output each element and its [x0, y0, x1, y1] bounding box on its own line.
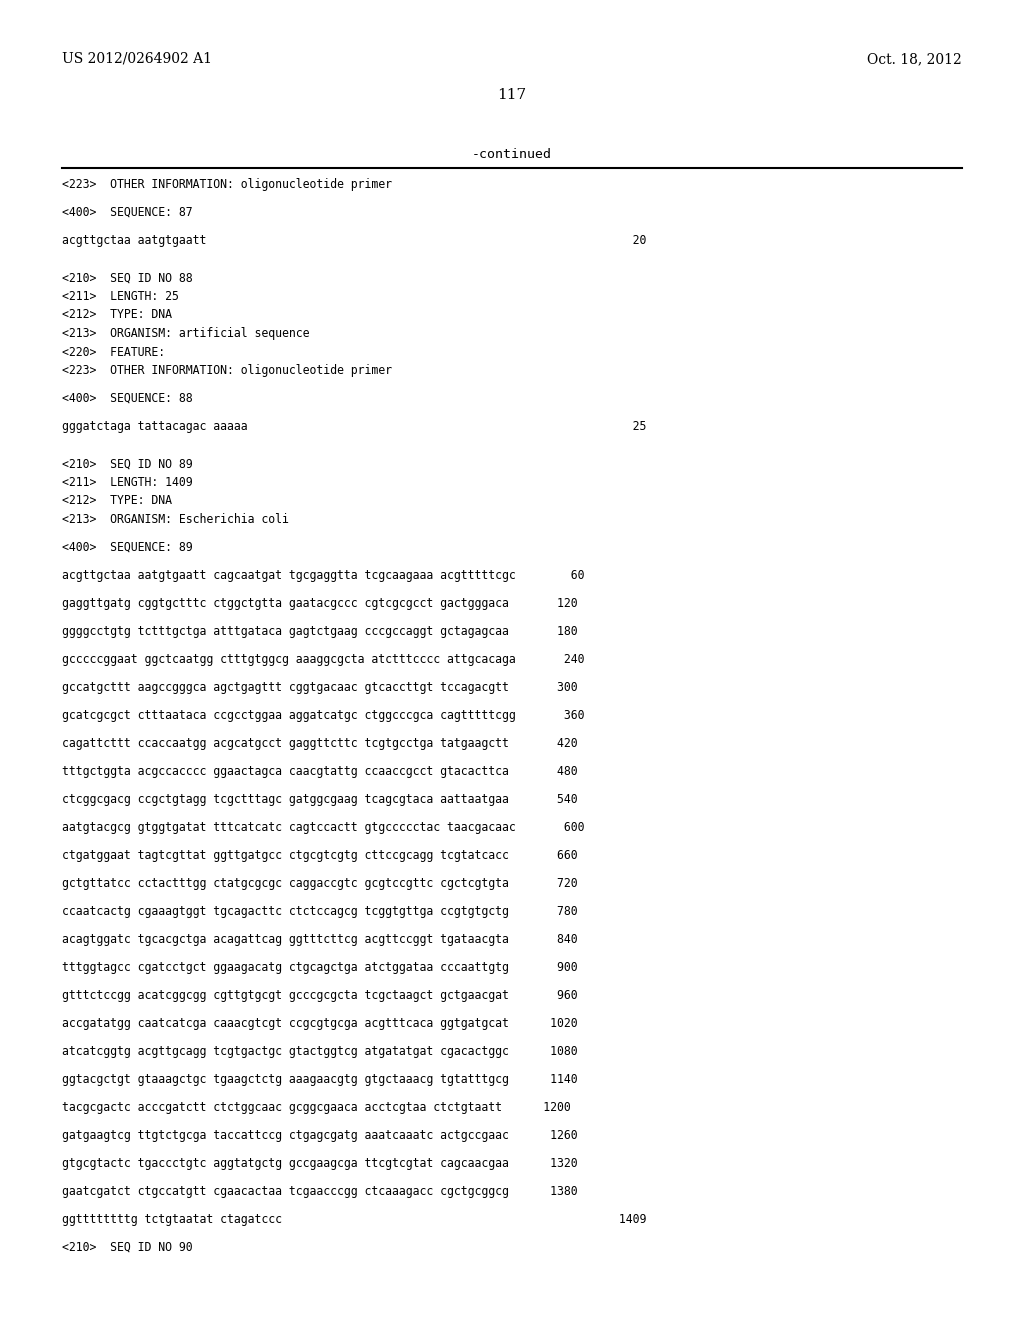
Text: tttgctggta acgccacccc ggaactagca caacgtattg ccaaccgcct gtacacttca       480: tttgctggta acgccacccc ggaactagca caacgta… [62, 766, 578, 777]
Text: ccaatcactg cgaaagtggt tgcagacttc ctctccagcg tcggtgttga ccgtgtgctg       780: ccaatcactg cgaaagtggt tgcagacttc ctctcca… [62, 906, 578, 917]
Text: <220>  FEATURE:: <220> FEATURE: [62, 346, 165, 359]
Text: gaatcgatct ctgccatgtt cgaacactaa tcgaacccgg ctcaaagacc cgctgcggcg      1380: gaatcgatct ctgccatgtt cgaacactaa tcgaacc… [62, 1185, 578, 1199]
Text: aatgtacgcg gtggtgatat tttcatcatc cagtccactt gtgccccctac taacgacaac       600: aatgtacgcg gtggtgatat tttcatcatc cagtcca… [62, 821, 585, 834]
Text: <212>  TYPE: DNA: <212> TYPE: DNA [62, 309, 172, 322]
Text: <213>  ORGANISM: artificial sequence: <213> ORGANISM: artificial sequence [62, 327, 309, 341]
Text: gtgcgtactc tgaccctgtc aggtatgctg gccgaagcga ttcgtcgtat cagcaacgaa      1320: gtgcgtactc tgaccctgtc aggtatgctg gccgaag… [62, 1158, 578, 1170]
Text: gctgttatcc cctactttgg ctatgcgcgc caggaccgtc gcgtccgttc cgctcgtgta       720: gctgttatcc cctactttgg ctatgcgcgc caggacc… [62, 876, 578, 890]
Text: <211>  LENGTH: 1409: <211> LENGTH: 1409 [62, 477, 193, 488]
Text: <223>  OTHER INFORMATION: oligonucleotide primer: <223> OTHER INFORMATION: oligonucleotide… [62, 178, 392, 191]
Text: acagtggatc tgcacgctga acagattcag ggtttcttcg acgttccggt tgataacgta       840: acagtggatc tgcacgctga acagattcag ggtttct… [62, 933, 578, 946]
Text: tttggtagcc cgatcctgct ggaagacatg ctgcagctga atctggataa cccaattgtg       900: tttggtagcc cgatcctgct ggaagacatg ctgcagc… [62, 961, 578, 974]
Text: gcccccggaat ggctcaatgg ctttgtggcg aaaggcgcta atctttcccc attgcacaga       240: gcccccggaat ggctcaatgg ctttgtggcg aaaggc… [62, 653, 585, 667]
Text: tacgcgactc acccgatctt ctctggcaac gcggcgaaca acctcgtaa ctctgtaatt      1200: tacgcgactc acccgatctt ctctggcaac gcggcga… [62, 1101, 570, 1114]
Text: gaggttgatg cggtgctttc ctggctgtta gaatacgccc cgtcgcgcct gactgggaca       120: gaggttgatg cggtgctttc ctggctgtta gaatacg… [62, 597, 578, 610]
Text: <400>  SEQUENCE: 88: <400> SEQUENCE: 88 [62, 392, 193, 405]
Text: <211>  LENGTH: 25: <211> LENGTH: 25 [62, 290, 179, 304]
Text: acgttgctaa aatgtgaatt                                                           : acgttgctaa aatgtgaatt [62, 234, 646, 247]
Text: gggatctaga tattacagac aaaaa                                                     : gggatctaga tattacagac aaaaa [62, 420, 646, 433]
Text: ggttttttttg tctgtaatat ctagatccc                                                : ggttttttttg tctgtaatat ctagatccc [62, 1213, 646, 1226]
Text: ggggcctgtg tctttgctga atttgataca gagtctgaag cccgccaggt gctagagcaa       180: ggggcctgtg tctttgctga atttgataca gagtctg… [62, 624, 578, 638]
Text: <210>  SEQ ID NO 90: <210> SEQ ID NO 90 [62, 1241, 193, 1254]
Text: <210>  SEQ ID NO 88: <210> SEQ ID NO 88 [62, 272, 193, 285]
Text: US 2012/0264902 A1: US 2012/0264902 A1 [62, 51, 212, 66]
Text: <210>  SEQ ID NO 89: <210> SEQ ID NO 89 [62, 458, 193, 470]
Text: accgatatgg caatcatcga caaacgtcgt ccgcgtgcga acgtttcaca ggtgatgcat      1020: accgatatgg caatcatcga caaacgtcgt ccgcgtg… [62, 1016, 578, 1030]
Text: Oct. 18, 2012: Oct. 18, 2012 [867, 51, 962, 66]
Text: gatgaagtcg ttgtctgcga taccattccg ctgagcgatg aaatcaaatc actgccgaac      1260: gatgaagtcg ttgtctgcga taccattccg ctgagcg… [62, 1129, 578, 1142]
Text: <212>  TYPE: DNA: <212> TYPE: DNA [62, 495, 172, 507]
Text: atcatcggtg acgttgcagg tcgtgactgc gtactggtcg atgatatgat cgacactggc      1080: atcatcggtg acgttgcagg tcgtgactgc gtactgg… [62, 1045, 578, 1059]
Text: 117: 117 [498, 88, 526, 102]
Text: acgttgctaa aatgtgaatt cagcaatgat tgcgaggtta tcgcaagaaa acgtttttcgc        60: acgttgctaa aatgtgaatt cagcaatgat tgcgagg… [62, 569, 585, 582]
Text: <400>  SEQUENCE: 87: <400> SEQUENCE: 87 [62, 206, 193, 219]
Text: gtttctccgg acatcggcgg cgttgtgcgt gcccgcgcta tcgctaagct gctgaacgat       960: gtttctccgg acatcggcgg cgttgtgcgt gcccgcg… [62, 989, 578, 1002]
Text: <400>  SEQUENCE: 89: <400> SEQUENCE: 89 [62, 541, 193, 554]
Text: <223>  OTHER INFORMATION: oligonucleotide primer: <223> OTHER INFORMATION: oligonucleotide… [62, 364, 392, 378]
Text: ctgatggaat tagtcgttat ggttgatgcc ctgcgtcgtg cttccgcagg tcgtatcacc       660: ctgatggaat tagtcgttat ggttgatgcc ctgcgtc… [62, 849, 578, 862]
Text: ctcggcgacg ccgctgtagg tcgctttagc gatggcgaag tcagcgtaca aattaatgaa       540: ctcggcgacg ccgctgtagg tcgctttagc gatggcg… [62, 793, 578, 807]
Text: <213>  ORGANISM: Escherichia coli: <213> ORGANISM: Escherichia coli [62, 513, 289, 525]
Text: gcatcgcgct ctttaataca ccgcctggaa aggatcatgc ctggcccgca cagtttttcgg       360: gcatcgcgct ctttaataca ccgcctggaa aggatca… [62, 709, 585, 722]
Text: cagattcttt ccaccaatgg acgcatgcct gaggttcttc tcgtgcctga tatgaagctt       420: cagattcttt ccaccaatgg acgcatgcct gaggttc… [62, 737, 578, 750]
Text: -continued: -continued [472, 148, 552, 161]
Text: ggtacgctgt gtaaagctgc tgaagctctg aaagaacgtg gtgctaaacg tgtatttgcg      1140: ggtacgctgt gtaaagctgc tgaagctctg aaagaac… [62, 1073, 578, 1086]
Text: gccatgcttt aagccgggca agctgagttt cggtgacaac gtcaccttgt tccagacgtt       300: gccatgcttt aagccgggca agctgagttt cggtgac… [62, 681, 578, 694]
